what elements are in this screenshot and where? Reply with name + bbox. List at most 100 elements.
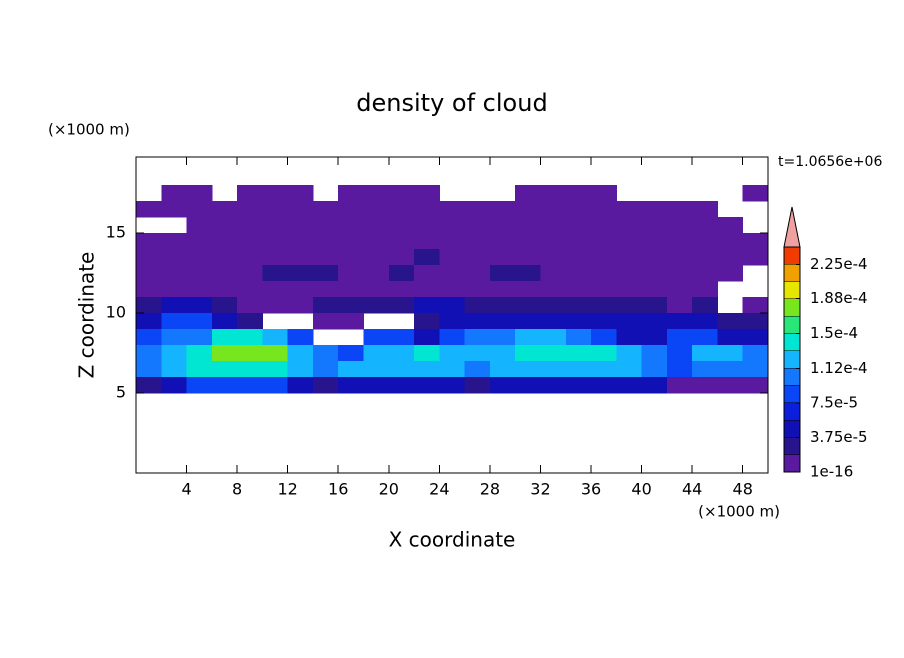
contour-cell — [717, 265, 744, 282]
x-tick-label: 40 — [631, 480, 651, 499]
contour-cell — [616, 233, 643, 250]
contour-cell — [211, 265, 238, 282]
contour-cell — [161, 233, 188, 250]
contour-cell — [363, 233, 390, 250]
contour-cell — [540, 249, 567, 266]
contour-cell — [161, 297, 188, 314]
contour-cell — [312, 249, 339, 266]
contour-cell — [616, 329, 643, 346]
x-tick-label: 36 — [581, 480, 601, 499]
contour-cell — [211, 249, 238, 266]
contour-cell — [186, 249, 213, 266]
contour-cell — [439, 361, 466, 378]
contour-cell — [591, 249, 617, 266]
contour-cell — [641, 297, 668, 314]
contour-cell — [287, 201, 314, 218]
contour-cell — [565, 377, 592, 394]
contour-cell — [136, 361, 162, 378]
contour-cell — [363, 281, 390, 298]
contour-cell — [414, 201, 440, 218]
contour-cell — [136, 345, 162, 362]
contour-cell — [565, 281, 592, 298]
colorbar-tick-label: 1.88e-4 — [810, 289, 868, 307]
contour-cell — [464, 329, 491, 346]
contour-cell — [136, 201, 162, 218]
contour-cell — [540, 217, 567, 234]
contour-cell — [312, 361, 339, 378]
contour-cell — [186, 217, 213, 234]
contour-cell — [540, 297, 567, 314]
contour-cell — [565, 233, 592, 250]
contour-field — [136, 185, 769, 394]
contour-cell — [616, 313, 643, 330]
colorbar-segment — [783, 333, 801, 352]
contour-cell — [262, 377, 289, 394]
contour-cell — [616, 265, 643, 282]
contour-cell — [717, 377, 744, 394]
y-tick-label: 15 — [106, 223, 126, 242]
contour-cell — [414, 249, 440, 266]
contour-cell — [565, 249, 592, 266]
contour-cell — [237, 377, 263, 394]
contour-cell — [262, 201, 289, 218]
contour-cell — [439, 297, 466, 314]
contour-cell — [312, 265, 339, 282]
contour-cell — [515, 265, 541, 282]
contour-cell — [439, 201, 466, 218]
x-axis-title: X coordinate — [389, 528, 516, 552]
contour-cell — [666, 297, 693, 314]
contour-cell — [616, 361, 643, 378]
contour-cell — [312, 217, 339, 234]
contour-cell — [136, 233, 162, 250]
x-tick-label: 12 — [278, 480, 298, 499]
contour-cell — [666, 249, 693, 266]
contour-cell — [186, 313, 213, 330]
contour-cell — [489, 377, 516, 394]
contour-cell — [591, 217, 617, 234]
contour-cell — [338, 297, 365, 314]
plot-frame — [135, 156, 769, 474]
contour-cell — [439, 281, 466, 298]
contour-cell — [136, 377, 162, 394]
colorbar-tick-label: 3.75e-5 — [810, 428, 868, 446]
contour-cell — [211, 217, 238, 234]
contour-cell — [414, 329, 440, 346]
contour-cell — [565, 201, 592, 218]
contour-cell — [641, 345, 668, 362]
contour-cell — [666, 329, 693, 346]
contour-cell — [312, 377, 339, 394]
contour-cell — [666, 377, 693, 394]
contour-cell — [388, 345, 415, 362]
colorbar-tick-label: 1.12e-4 — [810, 359, 868, 377]
contour-cell — [414, 361, 440, 378]
contour-cell — [186, 281, 213, 298]
contour-cell — [489, 297, 516, 314]
colorbar-segment — [783, 454, 801, 473]
contour-cell — [388, 281, 415, 298]
contour-cell — [464, 281, 491, 298]
contour-cell — [338, 201, 365, 218]
contour-cell — [591, 281, 617, 298]
contour-cell — [161, 249, 188, 266]
contour-cell — [692, 297, 718, 314]
contour-cell — [565, 217, 592, 234]
contour-cell — [489, 281, 516, 298]
contour-cell — [388, 265, 415, 282]
contour-cell — [136, 249, 162, 266]
contour-cell — [237, 281, 263, 298]
contour-cell — [540, 361, 567, 378]
contour-cell — [489, 329, 516, 346]
contour-cell — [237, 329, 263, 346]
contour-cell — [338, 233, 365, 250]
contour-cell — [591, 329, 617, 346]
contour-cell — [717, 249, 744, 266]
contour-cell — [287, 329, 314, 346]
contour-cell — [515, 329, 541, 346]
contour-cell — [186, 201, 213, 218]
contour-cell — [616, 249, 643, 266]
contour-cell — [211, 377, 238, 394]
contour-cell — [161, 329, 188, 346]
contour-cell — [742, 329, 769, 346]
